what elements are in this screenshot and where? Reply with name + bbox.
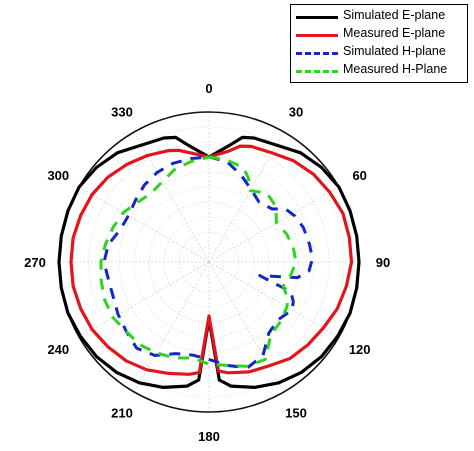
angle-label: 180 [198, 429, 220, 444]
angle-labels: 0 30 60 90 120 150 180 210 240 270 300 330 [24, 81, 390, 444]
legend: Simulated E-plane Measured E-plane Simul… [290, 4, 468, 83]
angle-label: 270 [24, 255, 46, 270]
legend-label: Measured H-Plane [343, 62, 448, 76]
angle-label: 30 [289, 104, 303, 119]
angle-label: 300 [47, 168, 69, 183]
legend-label: Measured E-plane [343, 26, 446, 40]
angle-label: 330 [111, 104, 133, 119]
angle-label: 210 [111, 406, 133, 421]
angle-label: 60 [352, 168, 366, 183]
grid-spoke [78, 261, 210, 338]
angle-label: 90 [376, 255, 390, 270]
grid-ring [73, 126, 345, 398]
legend-entry-simulated-e-plane: Simulated E-plane [291, 7, 467, 25]
angle-label: 120 [349, 342, 371, 357]
legend-entry-measured-e-plane: Measured E-plane [291, 25, 467, 43]
grid-spoke [208, 186, 340, 263]
angle-label: 0 [205, 81, 212, 96]
grid-ring [133, 186, 285, 338]
legend-swatch-measured-h-plane [296, 70, 338, 73]
series-line-measured-e-plane [69, 144, 354, 376]
series-group [57, 135, 361, 389]
grid-spoke [133, 131, 210, 263]
grid-spoke [208, 261, 285, 393]
legend-swatch-simulated-e-plane [296, 16, 338, 19]
grid-spoke [78, 186, 210, 263]
grid-ring [193, 246, 225, 278]
legend-entry-measured-h-plane: Measured H-Plane [291, 61, 467, 79]
angle-label: 150 [285, 406, 307, 421]
grid-spoke [208, 261, 340, 338]
legend-entry-simulated-h-plane: Simulated H-plane [291, 43, 467, 61]
series-line-simulated-h-plane [102, 155, 314, 370]
legend-label: Simulated H-plane [343, 44, 446, 58]
legend-swatch-measured-e-plane [296, 34, 338, 37]
legend-label: Simulated E-plane [343, 8, 446, 22]
angle-label: 240 [47, 342, 69, 357]
series-line-measured-h-plane [99, 155, 298, 368]
legend-swatch-simulated-h-plane [296, 52, 338, 55]
